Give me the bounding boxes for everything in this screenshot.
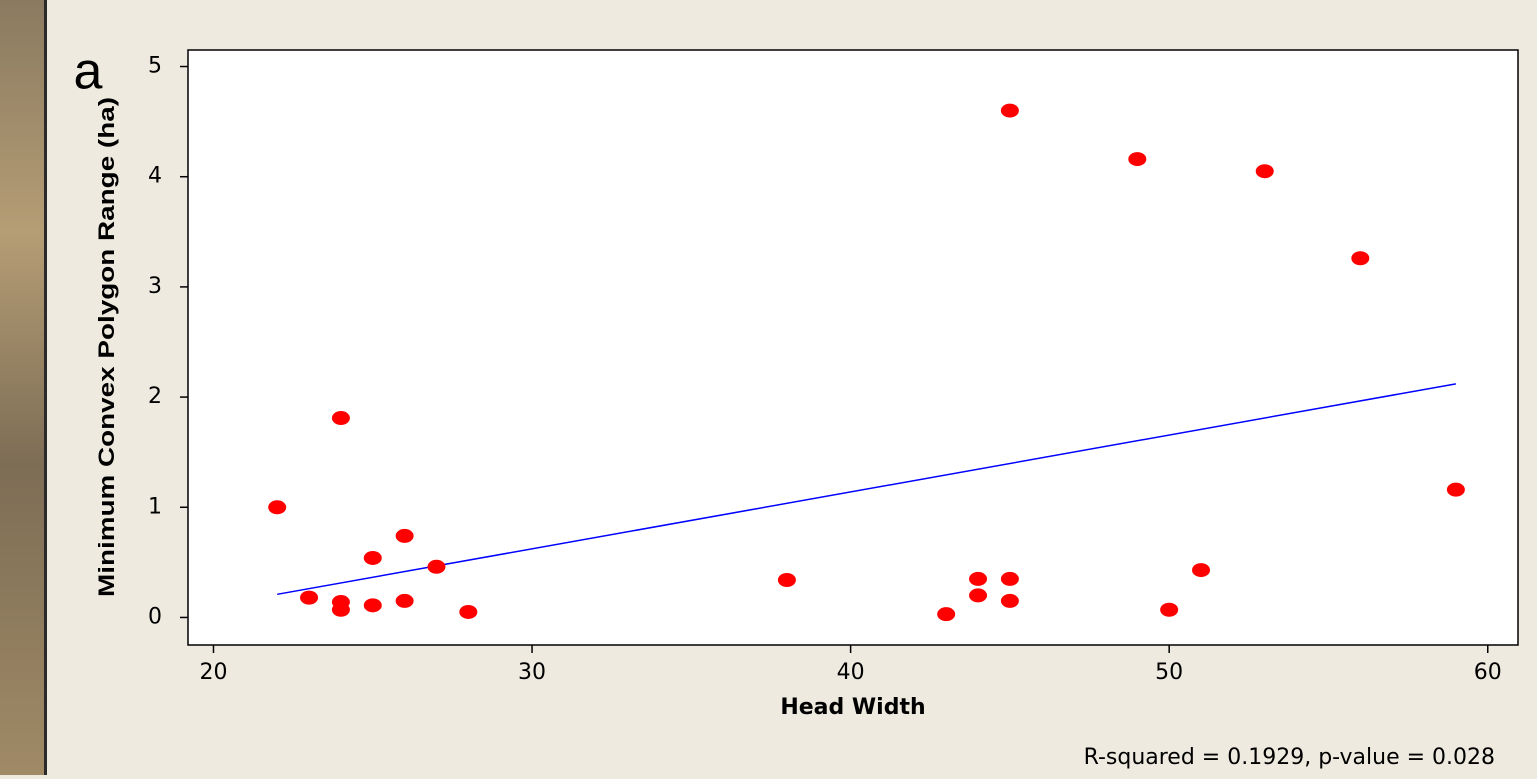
point (777, 572, 796, 587)
y-tick-label: 4 (148, 164, 162, 189)
point (459, 604, 478, 619)
x-tick-label: 50 (1155, 660, 1183, 685)
point (331, 411, 350, 426)
x-tick-label: 60 (1474, 660, 1502, 685)
point (1446, 482, 1465, 497)
point (1000, 593, 1019, 608)
point (300, 590, 319, 605)
x-tick-label: 20 (199, 660, 227, 685)
point (395, 593, 414, 608)
point (427, 559, 446, 574)
y-tick-label: 1 (148, 494, 162, 519)
y-axis-label: Minimum Convex Polygon Range (ha) (94, 97, 119, 597)
x-tick-label: 40 (837, 660, 865, 685)
panel-label: a (74, 43, 103, 101)
point (363, 550, 382, 565)
y-tick-label: 0 (148, 604, 162, 629)
point (1000, 571, 1019, 586)
y-tick-label: 5 (148, 54, 162, 79)
side-border (44, 0, 47, 775)
x-axis-label: Head Width (780, 695, 925, 720)
point (1255, 164, 1274, 179)
point (969, 588, 988, 603)
point (268, 500, 287, 515)
plot-area (187, 49, 1519, 646)
y-tick-label: 3 (148, 274, 162, 299)
side-strip (0, 0, 44, 775)
point (1128, 152, 1147, 167)
point (1192, 563, 1211, 578)
point (331, 602, 350, 617)
trend-line (277, 383, 1457, 596)
point (395, 528, 414, 543)
y-tick-label: 2 (148, 384, 162, 409)
point (1160, 602, 1179, 617)
annotation: R-squared = 0.1929, p-value = 0.028 (1084, 745, 1495, 770)
point (363, 598, 382, 613)
x-tick-label: 30 (518, 660, 546, 685)
point (1351, 251, 1370, 266)
point (937, 607, 956, 622)
point (1000, 103, 1019, 118)
point (969, 571, 988, 586)
